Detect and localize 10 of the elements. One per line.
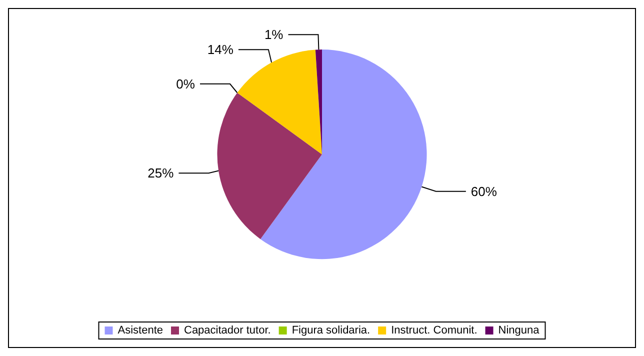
data-label: 14% bbox=[207, 42, 234, 58]
legend-label: Instruct. Comunit. bbox=[391, 324, 478, 336]
legend-label: Ninguna bbox=[498, 324, 540, 336]
legend-label: Figura solidaria. bbox=[292, 324, 370, 336]
data-label: 25% bbox=[148, 166, 174, 181]
legend-label: Asistente bbox=[118, 324, 163, 336]
legend-label: Capacitador tutor. bbox=[184, 324, 271, 336]
data-label: 60% bbox=[470, 184, 498, 199]
text: 0% bbox=[176, 76, 195, 92]
data-label: 1% bbox=[264, 27, 284, 42]
